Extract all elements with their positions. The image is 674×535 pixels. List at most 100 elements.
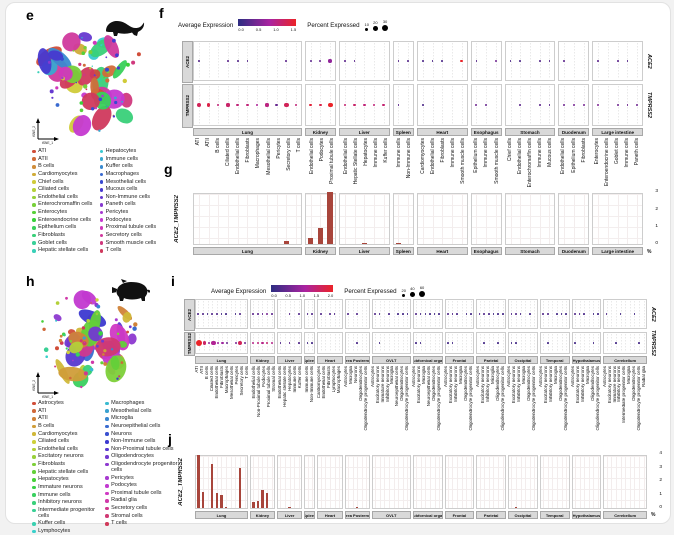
dot-column: [265, 300, 270, 328]
expression-dot: [615, 342, 617, 344]
legend-swatch: [32, 172, 36, 177]
bar-column: [305, 456, 310, 508]
expression-dot: [538, 60, 541, 62]
legend-item: Immune cells: [99, 156, 164, 163]
umap-point: [59, 334, 63, 338]
legend-swatch: [32, 165, 36, 169]
expression-dot: [583, 313, 585, 315]
dot-column: [310, 300, 315, 328]
expression-dot: [519, 313, 522, 315]
legend-label: Hepatocytes: [105, 148, 137, 154]
bar-column: [591, 456, 596, 508]
legend-label: Ciliated cells: [38, 438, 69, 445]
legend-label: Kuffer cells: [38, 520, 66, 527]
bar: [327, 192, 333, 244]
panel-h-label: h: [26, 273, 35, 289]
legend-item: Secretory cells: [105, 505, 185, 512]
legend-label: Proximal tubule cells: [111, 489, 162, 496]
legend-swatch: [99, 210, 104, 215]
umap-point: [98, 331, 103, 336]
dot-column: [603, 85, 613, 125]
dot-column: [632, 42, 642, 80]
dot-column: [318, 333, 323, 353]
legend-item: Ciliated cells: [32, 186, 93, 193]
dot-column: [213, 42, 223, 80]
umap-point: [55, 346, 59, 351]
facet-lung: [195, 332, 248, 354]
j-yaxis-unit: %: [651, 512, 656, 518]
dot-column: [532, 333, 537, 353]
tissue-strip: Large intestine: [592, 247, 644, 255]
dot-column: [523, 333, 528, 353]
dot-column: [373, 300, 378, 328]
expression-dot: [252, 313, 255, 315]
umap-point: [83, 341, 86, 344]
tissue-strip-label: Spleen: [395, 248, 411, 254]
tissue-strip: Lung: [195, 356, 248, 364]
cell-type-label: Macrophages: [337, 366, 342, 454]
tissue-strip: Occipital: [508, 511, 538, 519]
facet-liver: [277, 332, 303, 354]
dot-column: [541, 300, 546, 328]
cell-type-label-text: Proximal tubule cells: [329, 138, 336, 184]
pct-legend-item: 20: [373, 21, 378, 31]
dot-column: [305, 333, 310, 353]
expression-dot: [406, 313, 409, 315]
umap-point: [98, 97, 103, 102]
legend-label: Stromal cells: [111, 512, 143, 519]
cell-type-label: Epithelium cells: [569, 138, 579, 193]
cell-type-label: Enterocytes: [592, 138, 602, 193]
umap-point: [114, 318, 118, 322]
legend-swatch: [32, 241, 36, 245]
bar: [355, 506, 359, 508]
expression-dot: [441, 60, 444, 62]
expression-dot: [456, 313, 458, 315]
dot-column: [593, 42, 603, 80]
cell-type-label: Oligodendrocyte progenitor cells: [500, 366, 505, 454]
facet-temporal: [539, 299, 570, 329]
umap-point: [105, 78, 110, 83]
bar-column: [252, 194, 262, 244]
expression-dot: [574, 342, 576, 344]
legend-item: Intermediate progenitor cells: [32, 507, 98, 520]
tissue-strip-label: Stomach: [520, 129, 540, 135]
expression-colorbar-f: 0.0 0.5 1.0 1.5: [238, 19, 297, 32]
expression-dot: [546, 313, 549, 315]
dot-column: [604, 333, 609, 353]
label-facet: Cardiomyocytes Endothelial cells Fibroblas…: [418, 138, 469, 193]
bar-column: [545, 456, 550, 508]
bar-column: [403, 194, 413, 244]
expression-dot: [422, 60, 424, 62]
expression-dot: [225, 341, 228, 345]
expression-dot: [497, 313, 499, 315]
legend-item: Enterochromaffin cells: [32, 201, 93, 208]
expression-dot: [433, 313, 436, 315]
legend-item: Astrocytes: [32, 400, 98, 407]
facet-ovlt: [371, 299, 411, 329]
umap-point: [101, 339, 105, 343]
expression-dot: [451, 313, 454, 315]
legend-item: Hepatocytes: [99, 148, 164, 155]
legend-item: Secretory cells: [99, 232, 164, 239]
dot-column: [278, 333, 283, 353]
bar-facet-liver: [277, 455, 303, 509]
umap-point: [118, 375, 121, 378]
bar: [283, 241, 290, 244]
legend-item: ATII: [32, 415, 98, 422]
umap-point: [103, 362, 108, 366]
umap-point: [60, 57, 64, 61]
bar-facet-kidney: [304, 192, 336, 245]
umap-point: [103, 349, 107, 353]
dot-column: [291, 42, 301, 80]
bar-column: [238, 456, 243, 508]
expression-dot: [311, 342, 313, 344]
legend-item: Microglia: [105, 415, 185, 422]
legend-label: ATII: [38, 415, 48, 422]
bar-column: [373, 456, 378, 508]
umap-point: [61, 76, 64, 80]
tissue-strip-label: Hypothalamus: [572, 357, 601, 363]
cell-type-label: Endothelial cells: [308, 138, 318, 193]
legend-swatch: [105, 483, 109, 488]
expression-dot: [578, 313, 581, 315]
dot-column: [350, 300, 355, 328]
